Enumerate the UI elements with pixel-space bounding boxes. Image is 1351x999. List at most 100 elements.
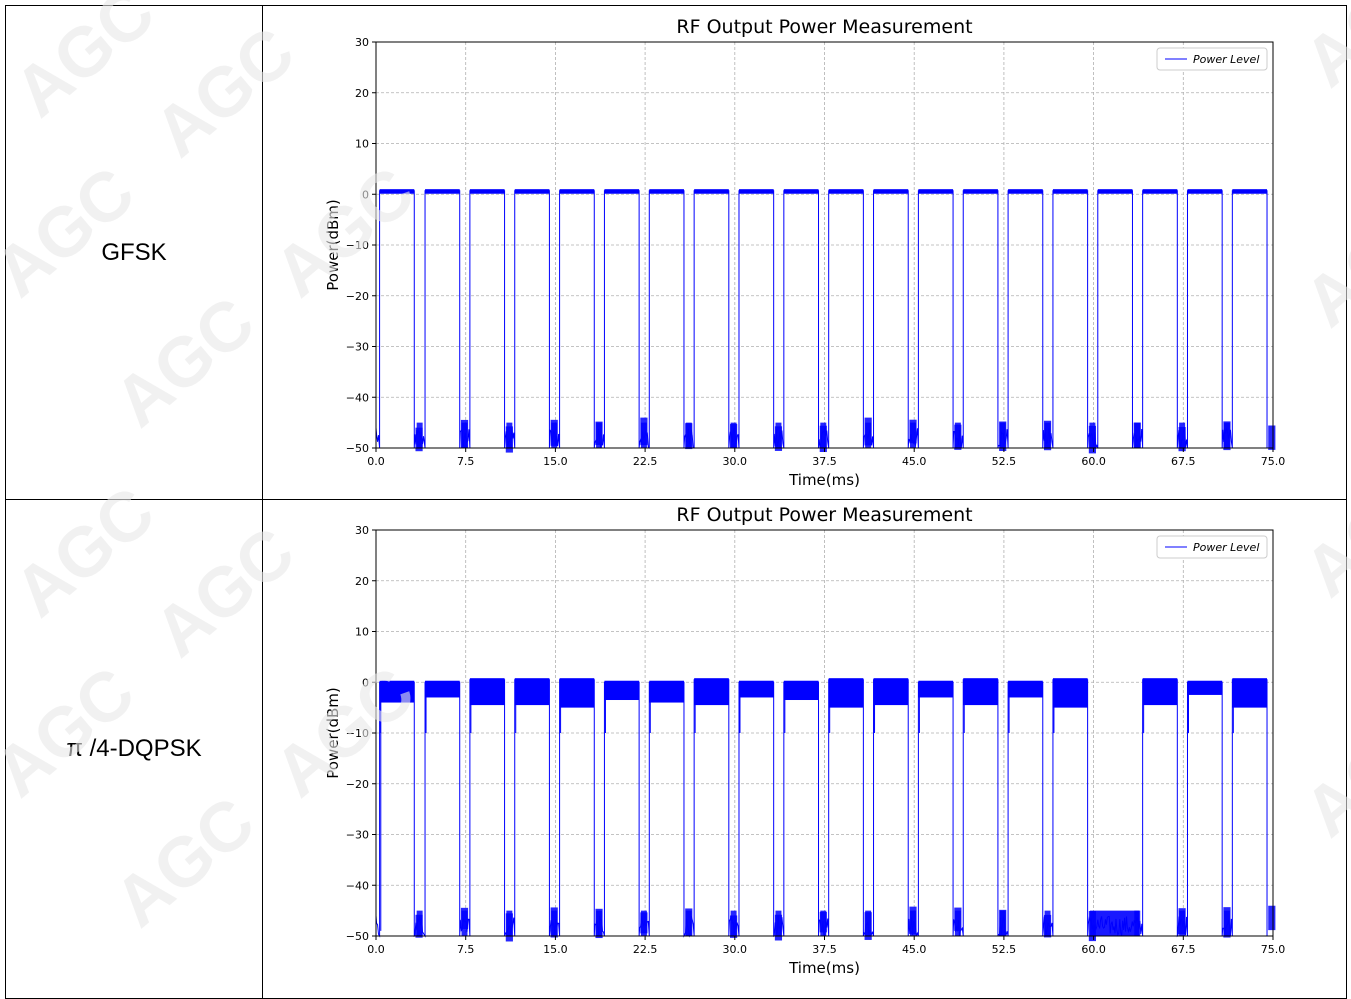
y-tick-label: −30 xyxy=(346,829,369,842)
y-tick-label: −20 xyxy=(346,778,369,791)
legend-label: Power Level xyxy=(1193,541,1259,554)
y-tick-label: 30 xyxy=(355,36,369,49)
x-tick-label: 30.0 xyxy=(723,455,748,468)
y-tick-label: −50 xyxy=(346,442,369,455)
burst-band xyxy=(739,681,774,698)
burst-band xyxy=(829,678,864,707)
burst-band xyxy=(380,189,415,194)
chart-title: RF Output Power Measurement xyxy=(676,16,972,38)
burst-band xyxy=(470,189,505,194)
y-axis-label: Power(dBm) xyxy=(324,687,342,778)
y-tick-label: −50 xyxy=(346,930,369,943)
burst-band xyxy=(515,189,550,194)
x-tick-label: 0.0 xyxy=(367,455,385,468)
burst-band xyxy=(963,189,998,194)
burst-band xyxy=(604,681,639,700)
burst-band xyxy=(918,189,953,194)
burst-band xyxy=(1187,189,1222,194)
burst-band xyxy=(784,681,819,700)
legend: Power Level xyxy=(1157,536,1267,558)
power-trace xyxy=(376,680,1267,936)
power-trace xyxy=(376,191,1267,448)
y-axis-label: Power(dBm) xyxy=(324,199,342,290)
x-tick-label: 37.5 xyxy=(812,455,837,468)
y-tick-label: 0 xyxy=(362,188,369,201)
x-tick-label: 45.0 xyxy=(902,943,927,956)
burst-band xyxy=(1053,678,1088,707)
floor-noise xyxy=(1268,425,1275,449)
legend-label: Power Level xyxy=(1193,53,1259,66)
burst-band xyxy=(739,189,774,194)
burst-band xyxy=(694,678,729,705)
x-tick-label: 30.0 xyxy=(723,943,748,956)
plot-cell-dqpsk: RF Output Power Measurement 0.0 7.5 15.0 22.… xyxy=(263,499,1347,999)
burst-band xyxy=(1143,189,1178,194)
row-label-dqpsk: π /4-DQPSK xyxy=(66,735,201,763)
x-tick-label: 15.0 xyxy=(543,455,568,468)
row-label-gfsk: GFSK xyxy=(101,239,166,267)
burst-band xyxy=(874,189,909,194)
x-tick-label: 7.5 xyxy=(457,455,475,468)
y-tick-label: 20 xyxy=(355,575,369,588)
x-tick-label: 37.5 xyxy=(812,943,837,956)
x-tick-label: 67.5 xyxy=(1171,943,1196,956)
series-power-level xyxy=(376,678,1275,941)
burst-band xyxy=(1008,681,1043,698)
y-tick-label: −10 xyxy=(346,239,369,252)
x-tick-label: 7.5 xyxy=(457,943,475,956)
burst-band xyxy=(425,681,460,698)
x-tick-label: 22.5 xyxy=(633,455,658,468)
burst-band xyxy=(470,678,505,705)
burst-band xyxy=(1008,189,1043,194)
burst-band xyxy=(604,189,639,194)
floor-noise xyxy=(1268,906,1275,930)
x-tick-label: 45.0 xyxy=(902,455,927,468)
row-label-cell-gfsk: GFSK xyxy=(5,5,263,500)
burst-band xyxy=(1232,678,1267,707)
x-axis-label: Time(ms) xyxy=(788,959,860,977)
y-tick-label: 20 xyxy=(355,87,369,100)
y-tick-label: −40 xyxy=(346,879,369,892)
y-tick-label: −10 xyxy=(346,727,369,740)
burst-band xyxy=(380,681,415,703)
burst-band xyxy=(425,189,460,194)
burst-band xyxy=(829,189,864,194)
burst-band xyxy=(784,189,819,194)
burst-band xyxy=(649,681,684,703)
burst-band xyxy=(560,189,595,194)
y-tick-label: −30 xyxy=(346,341,369,354)
y-tick-label: −20 xyxy=(346,290,369,303)
x-tick-label: 22.5 xyxy=(633,943,658,956)
chart-title: RF Output Power Measurement xyxy=(676,504,972,526)
x-tick-label: 60.0 xyxy=(1081,455,1106,468)
y-tick-label: 10 xyxy=(355,626,369,639)
burst-band xyxy=(918,681,953,698)
burst-band xyxy=(694,189,729,194)
burst-band xyxy=(1187,681,1222,695)
x-tick-label: 75.0 xyxy=(1261,943,1286,956)
burst-band xyxy=(1053,189,1088,194)
series-power-level xyxy=(376,189,1275,453)
legend: Power Level xyxy=(1157,48,1267,70)
y-tick-label: 30 xyxy=(355,524,369,537)
rf-power-chart-dqpsk: RF Output Power Measurement 0.0 7.5 15.0 22.… xyxy=(263,500,1346,991)
y-tick-label: −40 xyxy=(346,391,369,404)
rf-power-chart-gfsk: RF Output Power Measurement 0.0 7.5 15.0 22.… xyxy=(263,6,1346,499)
y-tick-label: 10 xyxy=(355,138,369,151)
x-tick-label: 67.5 xyxy=(1171,455,1196,468)
x-tick-label: 52.5 xyxy=(992,943,1017,956)
burst-band xyxy=(874,678,909,705)
burst-band xyxy=(1098,189,1133,194)
x-axis-label: Time(ms) xyxy=(788,471,860,489)
x-tick-label: 0.0 xyxy=(367,943,385,956)
row-label-cell-dqpsk: π /4-DQPSK xyxy=(5,499,263,999)
x-tick-label: 60.0 xyxy=(1081,943,1106,956)
burst-band xyxy=(1143,678,1178,705)
y-tick-label: 0 xyxy=(362,676,369,689)
x-tick-label: 15.0 xyxy=(543,943,568,956)
burst-band xyxy=(515,678,550,705)
burst-band xyxy=(1232,189,1267,194)
burst-band xyxy=(560,678,595,707)
x-tick-label: 75.0 xyxy=(1261,455,1286,468)
